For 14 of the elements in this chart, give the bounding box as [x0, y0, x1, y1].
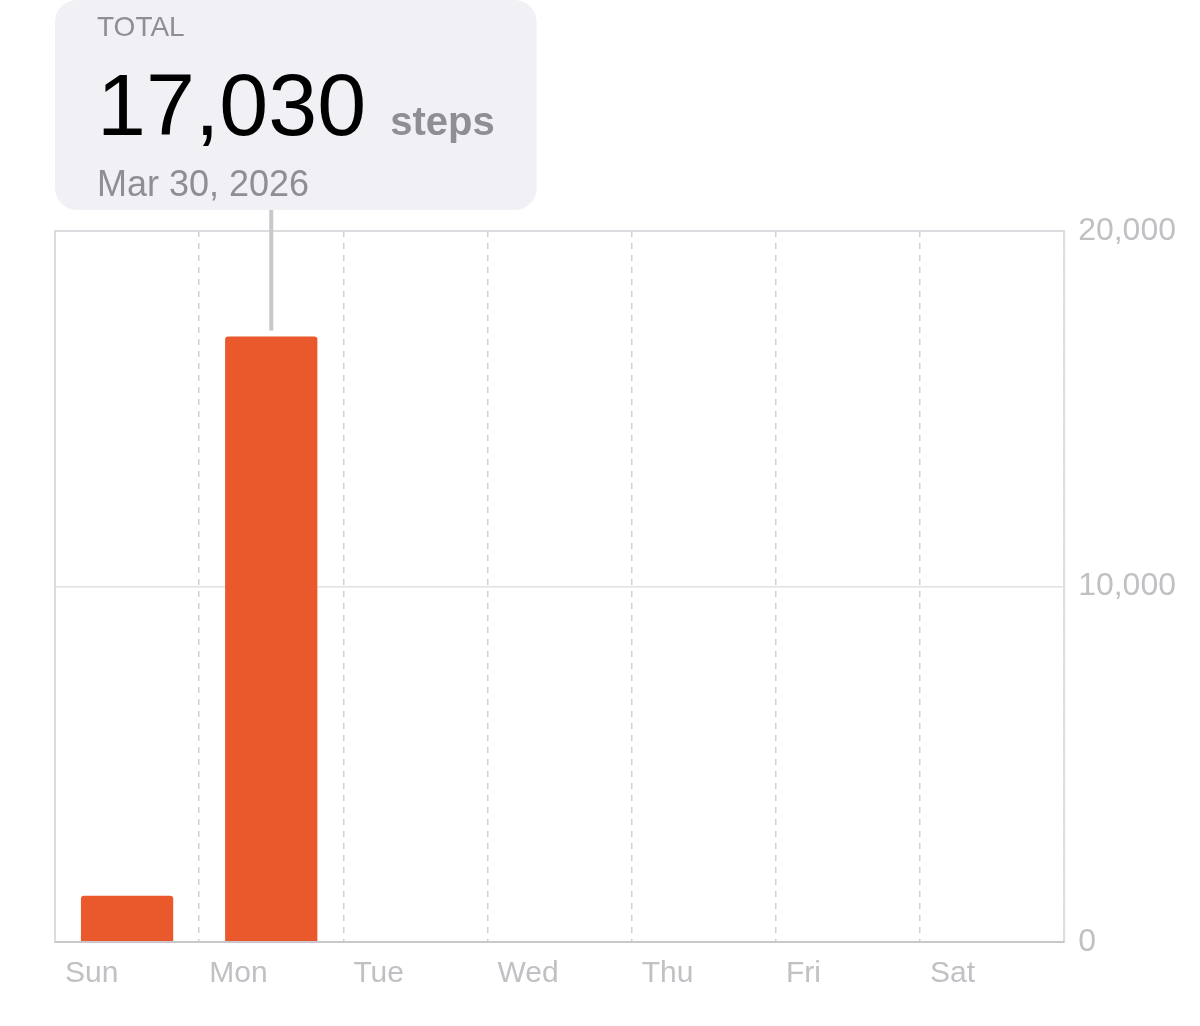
y-tick-label: 10,000: [1078, 566, 1176, 603]
x-tick-label: Mon: [209, 955, 268, 989]
x-tick-label: Fri: [785, 955, 821, 989]
x-tick-label: Tue: [353, 955, 404, 989]
x-tick-label: Sat: [930, 955, 976, 989]
y-tick-label: 0: [1078, 921, 1096, 958]
text: 17,030: [97, 55, 367, 154]
text: Mar 30, 2026: [97, 163, 310, 204]
x-tick-label: Wed: [497, 955, 559, 989]
text: TOTAL: [97, 11, 185, 42]
text: steps: [390, 99, 495, 143]
x-tick-label: Sun: [65, 955, 119, 989]
x-tick-label: Thu: [641, 955, 694, 989]
y-tick-label: 20,000: [1078, 210, 1176, 247]
